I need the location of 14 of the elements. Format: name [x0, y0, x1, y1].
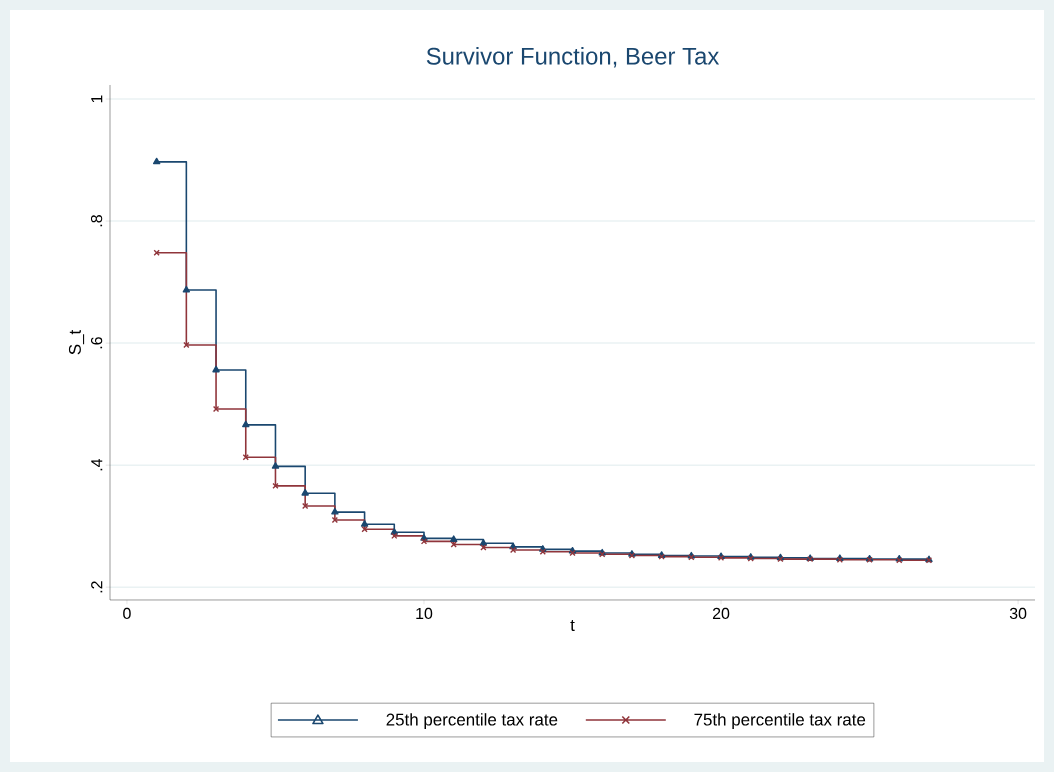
y-tick-label: .6	[90, 337, 103, 349]
x-axis-title: t	[570, 619, 575, 631]
chart-title: Survivor Function, Beer Tax	[426, 47, 720, 68]
x-tick-label: 30	[1009, 607, 1027, 620]
x-tick-label: 20	[712, 607, 730, 620]
y-tick-label: .2	[91, 581, 103, 593]
y-axis-title: S_t	[68, 329, 85, 355]
y-tick-label: .4	[91, 458, 103, 471]
legend-label: 25th percentile tax rate	[386, 713, 558, 729]
y-tick-label: .8	[90, 215, 103, 227]
y-tick-label: 1	[91, 95, 103, 103]
x-tick-label: 0	[123, 607, 131, 620]
x-tick-label: 10	[416, 607, 433, 620]
legend-label: 75th percentile tax rate	[694, 713, 866, 729]
